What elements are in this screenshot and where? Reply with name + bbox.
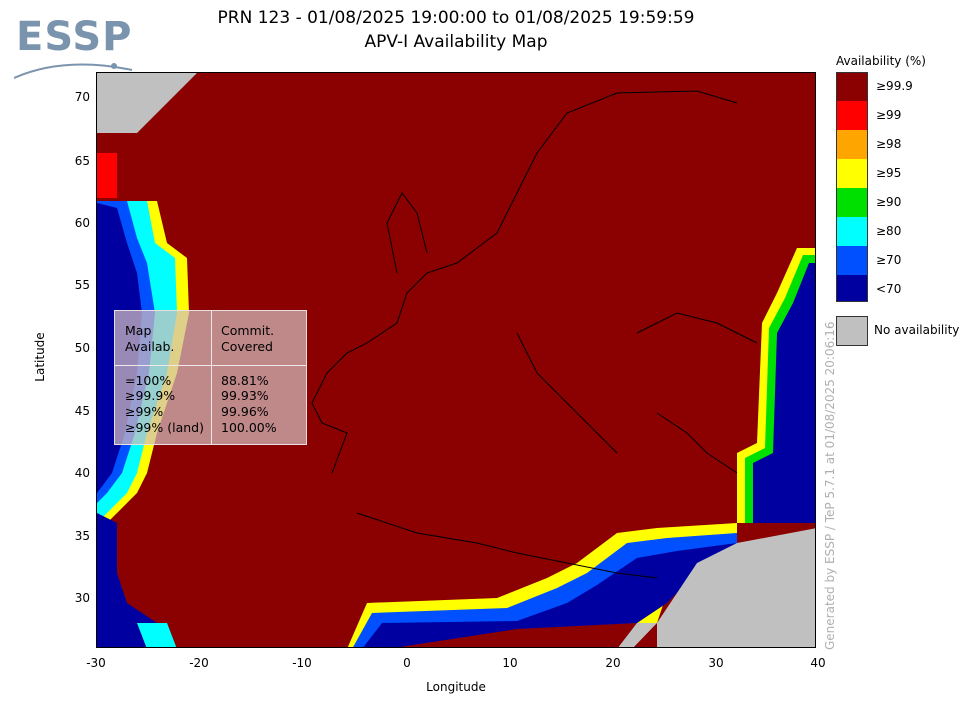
legend-label: ≥95: [876, 166, 902, 180]
legend-title: Availability (%): [836, 54, 926, 68]
legend-swatch: [836, 101, 868, 130]
y-tick-label: 45: [74, 404, 90, 418]
stats-header-map: Availab.: [125, 339, 175, 354]
x-tick-label: 0: [403, 656, 411, 670]
legend-swatch: [836, 188, 868, 217]
legend-swatch: [836, 246, 868, 275]
y-tick-label: 35: [74, 529, 90, 543]
y-tick-label: 30: [74, 591, 90, 605]
legend-label: ≥99: [876, 108, 902, 122]
x-tick-label: 30: [708, 656, 724, 670]
legend-swatch: [836, 275, 868, 302]
no-availability-label: No availability: [874, 323, 960, 337]
legend-label: <70: [876, 282, 902, 296]
y-axis-label: Latitude: [33, 332, 47, 382]
no-availability-swatch: [836, 316, 868, 346]
legend-swatch: [836, 72, 868, 101]
legend-border: [836, 72, 868, 302]
x-axis-label: Longitude: [426, 680, 486, 694]
y-tick-label: 60: [74, 216, 90, 230]
logo-text: ESSP: [16, 14, 133, 60]
stats-covered-value: 99.96%: [221, 404, 269, 419]
southwest-band-lt70: [97, 513, 176, 647]
stats-panel: Map Availab. Commit. Covered =100% ≥99.9…: [114, 310, 307, 445]
stats-covered-value: 99.93%: [221, 388, 269, 403]
stats-covered-value: 100.00%: [221, 420, 277, 435]
x-tick-label: -30: [86, 656, 106, 670]
stats-header-covered: Covered: [221, 339, 273, 354]
southwest-band-80: [137, 623, 177, 647]
generated-by-text: Generated by ESSP / TeP 5.7.1 at 01/08/2…: [823, 321, 837, 650]
x-tick-label: -10: [292, 656, 312, 670]
no-availability-region-nw: [97, 73, 197, 133]
legend-label: ≥98: [876, 137, 902, 151]
y-tick-label: 65: [74, 154, 90, 168]
legend-label: ≥99.9: [876, 79, 913, 93]
stats-header-map: Map: [125, 323, 152, 338]
no-availability-region-se: [657, 528, 815, 647]
stats-covered-value: 88.81%: [221, 373, 269, 388]
map-title: PRN 123 - 01/08/2025 19:00:00 to 01/08/2…: [217, 8, 695, 28]
legend-swatch: [836, 159, 868, 188]
stats-map-value: =100%: [125, 373, 172, 388]
legend-swatch: [836, 217, 868, 246]
coastlines: [311, 90, 758, 579]
y-tick-label: 55: [74, 278, 90, 292]
y-tick-label: 50: [74, 341, 90, 355]
west-band-99: [97, 153, 117, 198]
south-band-lt70: [363, 543, 737, 647]
map-subtitle: APV-I Availability Map: [364, 32, 548, 52]
stats-header-covered: Commit.: [221, 323, 275, 338]
legend-label: ≥80: [876, 224, 902, 238]
legend-label: ≥90: [876, 195, 902, 209]
stats-divider: [115, 365, 306, 366]
stats-divider: [211, 311, 212, 444]
x-tick-label: -20: [189, 656, 209, 670]
stats-map-value: ≥99.9%: [125, 388, 176, 403]
legend-swatch: [836, 130, 868, 159]
y-tick-label: 70: [74, 90, 90, 104]
stats-map-value: ≥99%: [125, 404, 164, 419]
x-tick-label: 40: [810, 656, 826, 670]
no-availability-region-s: [618, 623, 657, 647]
logo-swoosh-icon: [14, 63, 133, 79]
essp-logo: ESSP: [14, 14, 134, 84]
y-tick-label: 40: [74, 466, 90, 480]
x-tick-label: 10: [502, 656, 518, 670]
east-band-lt70: [753, 263, 815, 523]
x-tick-label: 20: [605, 656, 621, 670]
stats-map-value: ≥99% (land): [125, 420, 204, 435]
legend-label: ≥70: [876, 253, 902, 267]
